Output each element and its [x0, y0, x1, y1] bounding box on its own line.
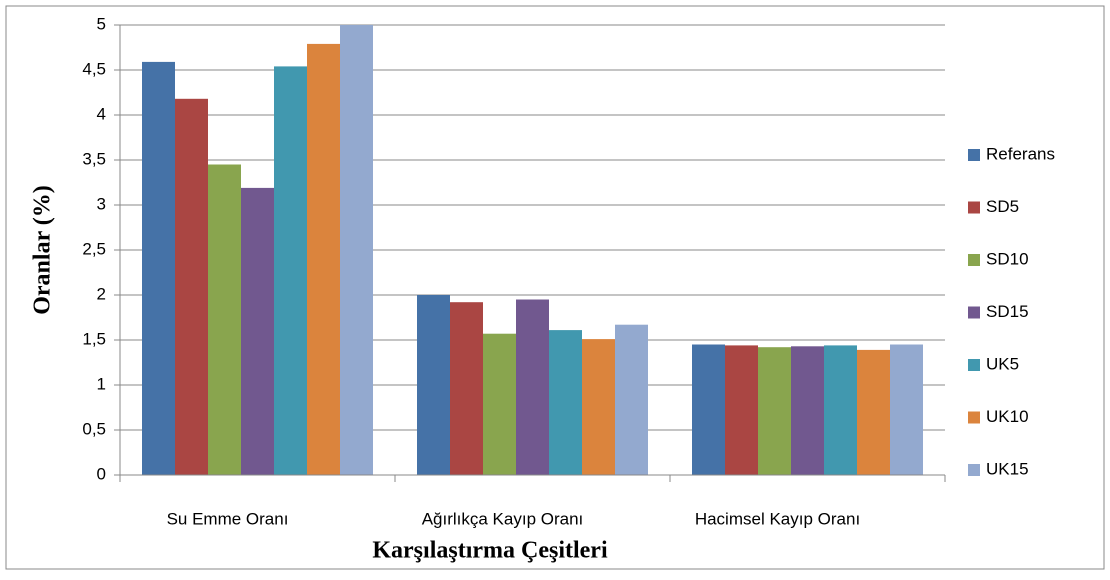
bar [417, 295, 450, 475]
y-axis-title: Oranlar (%) [30, 185, 56, 315]
bar [241, 187, 274, 475]
legend-swatch [968, 254, 980, 266]
x-tick-label: Su Emme Oranı [167, 509, 289, 528]
legend-swatch [968, 306, 980, 319]
bar [692, 344, 725, 475]
legend-label: UK5 [986, 354, 1019, 373]
y-tick-label: 1,5 [82, 329, 106, 348]
bar [615, 324, 648, 475]
x-tick-label: Ağırlıkça Kayıp Oranı [422, 509, 584, 528]
bar [142, 61, 175, 476]
bar [516, 299, 549, 475]
legend-swatch [968, 149, 980, 161]
y-tick-label: 3,5 [82, 149, 106, 168]
y-tick-label: 4 [97, 104, 106, 123]
legend-label: UK15 [986, 459, 1029, 478]
legend-swatch [968, 359, 980, 371]
legend-label: SD15 [986, 302, 1029, 321]
bar [824, 345, 857, 475]
bar [175, 98, 208, 476]
y-tick-label: 4,5 [82, 59, 106, 78]
bar [890, 344, 923, 475]
bar [549, 330, 582, 475]
y-tick-label: 5 [97, 14, 106, 33]
bar [758, 347, 791, 475]
legend-label: SD10 [986, 249, 1029, 268]
legend-label: Referans [986, 144, 1055, 163]
bar [274, 66, 307, 476]
bar [582, 339, 615, 475]
bar [450, 302, 483, 475]
bar [340, 25, 373, 475]
legend-swatch [968, 411, 980, 424]
bar [725, 345, 758, 475]
y-tick-label: 2,5 [82, 239, 106, 258]
x-axis-title: Karşılaştırma Çeşitleri [372, 538, 608, 564]
legend-label: UK10 [986, 407, 1029, 426]
y-tick-label: 0,5 [82, 419, 106, 438]
legend-swatch [968, 201, 980, 214]
y-tick-label: 2 [97, 284, 106, 303]
bar [307, 43, 340, 476]
y-tick-label: 1 [97, 374, 106, 393]
y-tick-label: 3 [97, 194, 106, 213]
legend-swatch [968, 464, 980, 476]
bar [208, 164, 241, 475]
legend-label: SD5 [986, 197, 1019, 216]
bar [483, 333, 516, 475]
bar [791, 346, 824, 475]
bar [857, 349, 890, 475]
x-tick-label: Hacimsel Kayıp Oranı [695, 509, 860, 528]
y-tick-label: 0 [97, 464, 106, 483]
